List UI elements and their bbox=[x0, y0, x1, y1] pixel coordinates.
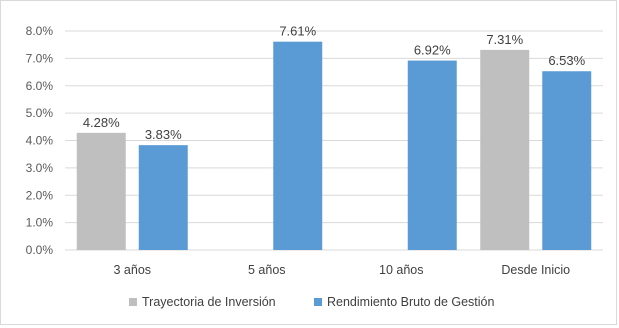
y-tick-label: 4.0% bbox=[26, 134, 54, 148]
y-tick-label: 2.0% bbox=[26, 188, 54, 202]
bar-rendimiento bbox=[407, 60, 457, 250]
category-label: Desde Inicio bbox=[501, 263, 570, 277]
data-label: 7.61% bbox=[279, 24, 316, 39]
data-label: 3.83% bbox=[145, 127, 182, 142]
y-tick-label: 7.0% bbox=[26, 51, 54, 65]
bar-rendimiento bbox=[542, 71, 592, 251]
y-tick-label: 3.0% bbox=[26, 161, 54, 175]
y-tick-label: 1.0% bbox=[26, 216, 54, 230]
legend-label: Trayectoria de Inversión bbox=[142, 295, 276, 309]
y-tick-label: 5.0% bbox=[26, 106, 54, 120]
data-labels: 4.28% 3.83% 7.61% 6.92% 7.31% 6.53% bbox=[83, 24, 586, 142]
bar-rendimiento bbox=[138, 145, 188, 250]
category-label: 10 años bbox=[379, 263, 423, 277]
bar-trayectoria bbox=[76, 132, 126, 250]
data-label: 4.28% bbox=[83, 115, 120, 130]
legend-swatch bbox=[314, 298, 322, 306]
y-tick-label: 0.0% bbox=[26, 243, 54, 257]
bars bbox=[76, 41, 592, 251]
data-label: 7.31% bbox=[486, 32, 523, 47]
y-tick-label: 6.0% bbox=[26, 79, 54, 93]
category-labels: 3 años 5 años 10 años Desde Inicio bbox=[113, 263, 570, 277]
category-label: 5 años bbox=[248, 263, 286, 277]
legend-swatch bbox=[129, 298, 137, 306]
bar-trayectoria bbox=[480, 49, 530, 250]
data-label: 6.92% bbox=[414, 43, 451, 58]
y-tick-label: 8.0% bbox=[26, 24, 54, 38]
category-label: 3 años bbox=[113, 263, 151, 277]
legend-label: Rendimiento Bruto de Gestión bbox=[327, 295, 495, 309]
bar-rendimiento bbox=[273, 41, 323, 250]
y-axis-ticks: 0.0% 1.0% 2.0% 3.0% 4.0% 5.0% 6.0% 7.0% 8.0% bbox=[26, 24, 54, 257]
data-label: 6.53% bbox=[548, 53, 585, 68]
legend: Trayectoria de Inversión Rendimiento Brut… bbox=[129, 295, 495, 309]
